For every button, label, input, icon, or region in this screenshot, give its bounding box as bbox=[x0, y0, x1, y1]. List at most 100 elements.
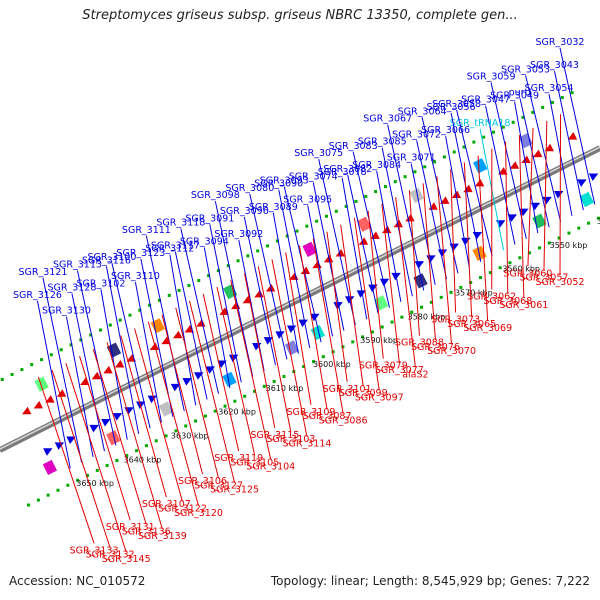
kbp-tick-label: 3640 kbp bbox=[124, 455, 162, 464]
label-leader-line bbox=[318, 159, 356, 326]
label-leader-line bbox=[519, 98, 550, 228]
label-leader-line bbox=[174, 251, 208, 400]
gene-label: SGR_3068 bbox=[483, 296, 532, 307]
label-leader-line bbox=[243, 216, 276, 366]
tick-dot-upper bbox=[27, 503, 31, 507]
tick-dot-lower bbox=[236, 259, 240, 263]
label-leader-line bbox=[347, 174, 379, 314]
tick-dot-lower bbox=[482, 135, 486, 139]
reverse-gene-arrow bbox=[544, 143, 554, 152]
tick-dot-upper bbox=[223, 404, 227, 408]
kbp-tick-label: 3650 kbp bbox=[76, 479, 114, 488]
tick-dot-lower bbox=[40, 358, 44, 362]
label-leader-line bbox=[180, 228, 219, 394]
forward-gene-arrow bbox=[495, 220, 506, 228]
label-leader-line bbox=[285, 252, 312, 405]
topology-stats: Topology: linear; Length: 8,545,929 bp; … bbox=[270, 574, 590, 588]
forward-gene-arrow bbox=[217, 360, 227, 369]
label-leader-line bbox=[527, 127, 534, 267]
gene-label: SGR_3131 bbox=[106, 522, 155, 533]
gene-label: SGR_3104 bbox=[246, 462, 295, 473]
tick-dot-lower bbox=[413, 170, 417, 174]
tick-dot-lower bbox=[118, 318, 122, 322]
label-leader-line bbox=[278, 189, 311, 348]
tick-dot-lower bbox=[79, 338, 83, 342]
label-leader-line bbox=[421, 117, 459, 274]
forward-gene-arrow bbox=[379, 278, 390, 287]
tick-dot-upper bbox=[203, 414, 207, 418]
reverse-gene-arrow bbox=[184, 324, 194, 333]
tick-dot-upper bbox=[154, 439, 158, 443]
label-leader-line bbox=[214, 201, 254, 377]
gene-label: SGR_3114 bbox=[282, 439, 331, 450]
tick-dot-upper bbox=[557, 236, 561, 240]
tick-dot-lower bbox=[305, 224, 309, 228]
reverse-gene-arrow bbox=[196, 319, 206, 327]
gene-label: SGR_3110 bbox=[111, 271, 160, 282]
gene-label: SGR_3077 bbox=[375, 365, 424, 376]
tick-dot-upper bbox=[243, 394, 247, 398]
tick-dot-upper bbox=[144, 444, 148, 448]
label-leader-line bbox=[416, 140, 448, 280]
tick-dot-lower bbox=[521, 115, 525, 119]
forward-gene-arrow bbox=[414, 261, 425, 269]
gene-label: SGR_3052 bbox=[536, 277, 585, 288]
protein-domain-block bbox=[532, 213, 547, 229]
tick-dot-upper bbox=[547, 241, 551, 245]
tick-dot-upper bbox=[528, 251, 532, 255]
forward-gene-arrow bbox=[275, 331, 285, 339]
tick-dot-upper bbox=[253, 389, 257, 393]
label-leader-line bbox=[341, 178, 368, 320]
gene-label: SGR_3123 bbox=[116, 248, 165, 259]
label-leader-line bbox=[249, 193, 288, 360]
tick-dot-lower bbox=[138, 308, 142, 312]
gene-label: SGR_3062 bbox=[467, 291, 516, 302]
forward-gene-arrow bbox=[112, 413, 123, 421]
tick-dot-upper bbox=[459, 285, 463, 289]
reverse-gene-arrow bbox=[149, 342, 160, 350]
tick-dot-lower bbox=[295, 229, 299, 233]
tick-dot-upper bbox=[56, 488, 60, 492]
reverse-gene-arrow bbox=[440, 196, 450, 204]
forward-gene-arrow bbox=[286, 325, 297, 333]
forward-gene-arrow bbox=[588, 173, 599, 182]
kbp-tick-label: 3580 kbp bbox=[408, 312, 446, 321]
tick-dot-upper bbox=[341, 345, 345, 349]
tick-dot-upper bbox=[469, 281, 473, 285]
tick-dot-lower bbox=[383, 185, 387, 189]
tick-dot-lower bbox=[10, 373, 14, 377]
reverse-gene-arrow bbox=[358, 237, 369, 245]
label-leader-line bbox=[381, 147, 413, 297]
gene-label: SGR_3089 bbox=[249, 202, 298, 213]
gene-label: SGR_3092 bbox=[214, 229, 263, 240]
reverse-gene-arrow bbox=[45, 395, 55, 403]
reverse-gene-arrow bbox=[335, 248, 345, 257]
reverse-gene-arrow bbox=[405, 213, 415, 222]
tick-dot-upper bbox=[498, 266, 502, 270]
label-leader-line bbox=[312, 238, 344, 414]
label-leader-line bbox=[352, 151, 391, 308]
tick-dot-upper bbox=[125, 454, 129, 458]
reverse-gene-arrow bbox=[509, 161, 520, 169]
tick-dot-upper bbox=[420, 305, 424, 309]
gene-label: SGR_3049 bbox=[490, 91, 539, 102]
tick-dot-upper bbox=[518, 256, 522, 260]
tick-dot-lower bbox=[531, 110, 535, 114]
tick-dot-lower bbox=[177, 288, 181, 292]
tick-dot-upper bbox=[311, 360, 315, 364]
label-leader-line bbox=[161, 314, 203, 475]
forward-gene-arrow bbox=[101, 418, 111, 427]
tick-dot-upper bbox=[439, 295, 443, 299]
label-leader-line bbox=[543, 121, 548, 271]
label-leader-line bbox=[51, 369, 111, 548]
gene-label: SGR_3072 bbox=[392, 129, 441, 140]
gene-label: SGR_3122 bbox=[158, 503, 207, 514]
tick-dot-upper bbox=[400, 315, 404, 319]
tick-dot-lower bbox=[570, 91, 574, 95]
tick-dot-upper bbox=[567, 231, 571, 235]
label-leader-line bbox=[209, 224, 242, 383]
tick-dot-lower bbox=[59, 348, 63, 352]
forward-gene-arrow bbox=[66, 436, 76, 445]
label-leader-line bbox=[445, 136, 470, 268]
gene-label: SGR_3118 bbox=[156, 218, 205, 229]
